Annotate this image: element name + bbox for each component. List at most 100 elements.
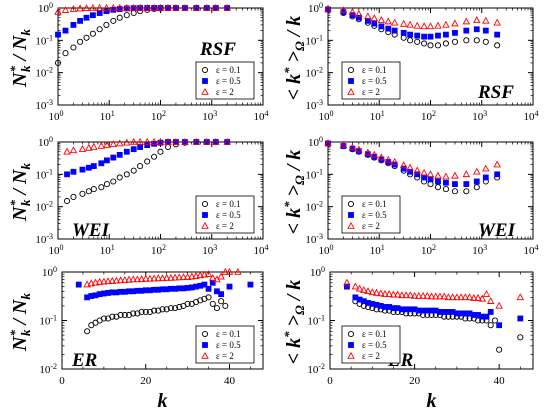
data-point [201, 281, 208, 288]
data-point [399, 161, 408, 169]
series-2 [64, 139, 231, 178]
legend-marker [347, 330, 355, 338]
series-1 [63, 138, 231, 205]
data-point [192, 3, 201, 11]
x-tick-label: 101 [370, 243, 385, 257]
data-point [121, 311, 128, 319]
data-point [444, 293, 453, 301]
data-point [496, 346, 503, 353]
data-point [184, 300, 191, 307]
network-label: WEI [72, 220, 110, 241]
data-point [434, 171, 442, 179]
data-point [377, 16, 386, 23]
data-point [146, 274, 154, 282]
data-points [75, 267, 254, 335]
data-point [98, 184, 105, 191]
data-point [112, 276, 121, 284]
legend: ε = 0.1ε = 0.5ε = 2 [341, 325, 401, 364]
data-point [110, 178, 117, 185]
data-point [218, 291, 225, 298]
data-point [452, 29, 458, 36]
data-point [470, 293, 478, 301]
data-point [413, 166, 421, 174]
data-point [406, 163, 414, 171]
data-point [410, 291, 419, 299]
data-point [391, 27, 398, 34]
data-point [344, 283, 350, 290]
legend-label: ε = 0.5 [362, 340, 387, 350]
data-point [426, 170, 435, 178]
x-tick-label: 0 [327, 375, 333, 387]
data-point [413, 21, 421, 29]
data-point [205, 294, 212, 301]
x-tick-label: 100 [319, 109, 334, 123]
x-tick-label: 102 [421, 109, 436, 123]
data-point [70, 22, 77, 28]
y-tick-label: 10-1 [305, 167, 323, 181]
data-point [360, 286, 368, 294]
data-point [463, 27, 470, 34]
data-point [143, 137, 151, 145]
data-point [390, 157, 399, 165]
data-point [364, 148, 372, 156]
data-point [406, 291, 415, 299]
legend-label: ε = 2 [362, 87, 380, 97]
data-point [208, 273, 217, 281]
data-point [90, 12, 96, 19]
data-point [226, 283, 233, 290]
data-point [83, 34, 90, 41]
legend-marker [347, 87, 355, 95]
data-point [474, 293, 482, 301]
data-point [55, 31, 61, 38]
legend-label: ε = 0.1 [216, 65, 241, 75]
legend-marker [348, 78, 354, 84]
legend-marker [201, 200, 209, 208]
x-tick-label: 104 [254, 243, 269, 257]
data-point [434, 21, 442, 29]
network-label: WEI [478, 220, 516, 241]
data-point [100, 277, 108, 285]
data-point [171, 273, 179, 281]
data-point [150, 3, 158, 11]
data-point [221, 267, 230, 275]
x-tick-label: 104 [524, 109, 539, 123]
data-point [461, 293, 470, 301]
legend-label: ε = 0.5 [362, 210, 387, 220]
panel-er-left: 10-2 10-1 100 0 20 40 ER ε = 0.1ε = 0.5ε = 2 N*k… [7, 265, 264, 412]
data-point [400, 165, 407, 172]
data-point [443, 179, 449, 186]
data-point [482, 289, 491, 297]
data-point [78, 145, 87, 152]
data-point [225, 267, 234, 275]
data-point [83, 14, 90, 21]
data-point [465, 293, 474, 301]
legend-marker [201, 87, 209, 95]
data-point [77, 38, 84, 45]
data-point [181, 3, 189, 11]
data-point [348, 7, 357, 15]
series-2 [344, 283, 524, 329]
data-point [370, 150, 379, 158]
data-point [423, 291, 432, 299]
data-point [223, 3, 231, 11]
data-point [176, 303, 183, 311]
data-point [62, 50, 69, 57]
data-point [427, 292, 436, 300]
data-point [443, 31, 449, 38]
legend-label: ε = 0.5 [216, 340, 241, 350]
data-point [407, 31, 414, 38]
data-point [390, 18, 399, 26]
y-tick-label: 10-2 [35, 66, 53, 80]
data-point [129, 275, 137, 283]
data-point [54, 59, 62, 66]
data-point [138, 308, 145, 316]
data-point [95, 277, 104, 285]
data-point [482, 16, 490, 24]
data-point [125, 275, 133, 283]
series-2 [325, 6, 501, 40]
data-point [157, 148, 164, 155]
data-point [463, 181, 470, 187]
data-point [482, 164, 490, 172]
legend-marker [202, 212, 208, 218]
